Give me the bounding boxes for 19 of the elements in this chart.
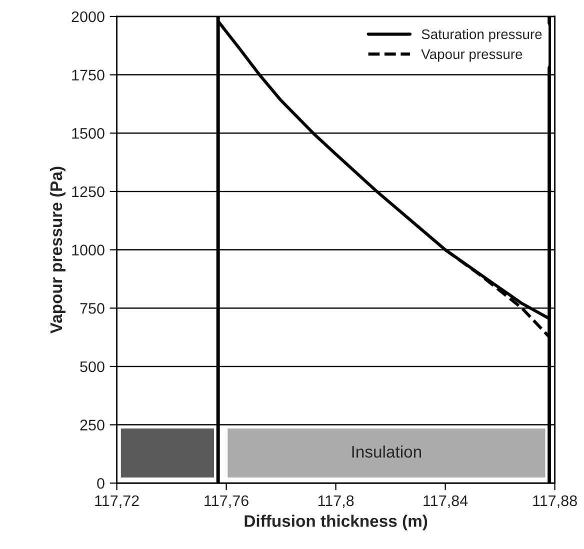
y-tick-label: 250 xyxy=(80,420,104,430)
legend-label: Saturation pressure xyxy=(422,28,542,42)
y-tick-label: 1000 xyxy=(72,244,104,256)
legend-label: Vapour pressure xyxy=(421,49,522,62)
x-tick-label: 117,8 xyxy=(318,495,354,508)
x-tick-label: 117,76 xyxy=(204,495,248,508)
x-tick-label: 117,72 xyxy=(95,495,139,508)
y-axis-title: Vapour pressure (Pa) xyxy=(50,166,66,334)
y-tick-label: 0 xyxy=(97,478,104,489)
x-axis-title: Diffusion thickness (m) xyxy=(244,514,428,530)
band-label: Insulation xyxy=(352,445,422,458)
y-tick-label: 750 xyxy=(80,302,104,314)
y-tick-label: 2000 xyxy=(72,11,104,22)
y-tick-label: 1500 xyxy=(72,128,104,139)
y-tick-label: 500 xyxy=(80,361,104,372)
x-tick-label: 117,84 xyxy=(424,495,468,508)
y-tick-label: 1750 xyxy=(72,70,104,80)
y-tick-label: 1250 xyxy=(72,186,104,198)
x-tick-label: 117,88 xyxy=(533,495,577,508)
